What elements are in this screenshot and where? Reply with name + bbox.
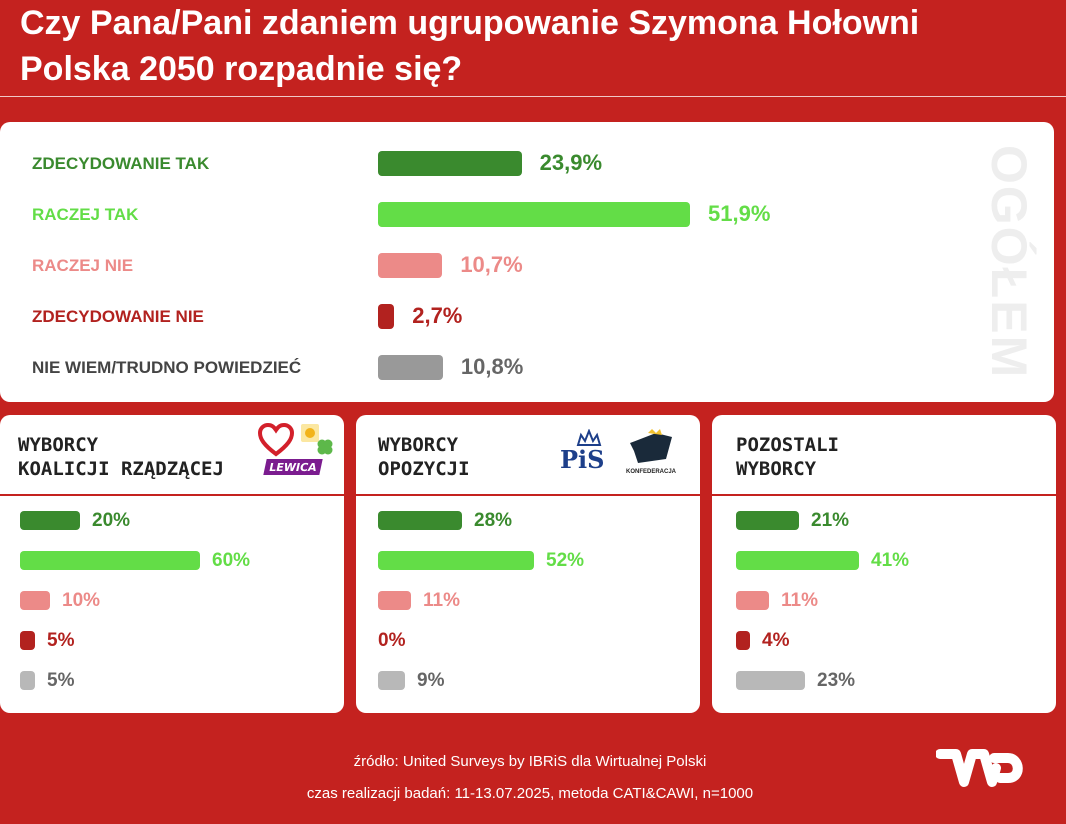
panel-others: POZOSTALI WYBORCY 21% 41% 11% 4% 23% [712,415,1056,713]
bar-nie-wiem [378,671,405,690]
panel-title: POZOSTALI WYBORCY [736,434,839,480]
konfederacja-logo: KONFEDERACJA [626,429,676,479]
panel-divider [712,494,1056,496]
bar-raczej-nie [20,591,50,610]
pis-logo: PiS [558,429,614,481]
bar-zdecydowanie-nie [736,631,750,650]
value-label-raczej-tak: 52% [546,550,585,571]
value-label-raczej-nie: 11% [423,590,460,611]
value-label-zdecydowanie-nie: 5% [47,630,75,651]
title-divider [0,96,1066,97]
category-label-nie-wiem: NIE WIEM/TRUDNO POWIEDZIEĆ [32,358,302,377]
value-label-zdecydowanie-tak: 21% [811,510,850,531]
value-label-zdecydowanie-nie: 4% [762,630,790,651]
bar-nie-wiem [378,355,443,380]
panel-coalition: WYBORCY KOALICJI RZĄDZĄCEJ LEWICA 20% 60%… [0,415,344,713]
value-label-zdecydowanie-tak: 28% [474,510,513,531]
value-label-nie-wiem: 9% [417,670,445,691]
bar-raczej-nie [736,591,769,610]
value-label-raczej-nie: 11% [781,590,818,611]
category-label-raczej-nie: RACZEJ NIE [32,256,134,275]
category-label-zdecydowanie-nie: ZDECYDOWANIE NIE [32,307,204,326]
value-label-raczej-nie: 10% [62,590,101,611]
value-label-raczej-tak: 51,9% [708,201,771,226]
overall-chart-card: OGÓŁEM ZDECYDOWANIE TAK 23,9% RACZEJ TAK 51… [0,122,1054,402]
bar-raczej-tak [736,551,859,570]
bar-nie-wiem [736,671,805,690]
value-label-zdecydowanie-tak: 23,9% [539,150,603,175]
panel-divider [356,494,700,496]
value-label-raczej-tak: 41% [871,550,910,571]
title-line-2: Polska 2050 rozpadnie się? [20,50,463,88]
clover-logo [315,437,335,462]
sun-logo [300,423,320,448]
overall-label: OGÓŁEM [981,144,1037,380]
page-title: Czy Pana/Pani zdaniem ugrupowanie Szymon… [20,0,1060,92]
value-label-raczej-nie: 10,7% [460,252,523,277]
bar-raczej-tak [378,551,534,570]
panel-divider [0,494,344,496]
bar-zdecydowanie-nie [20,631,35,650]
bar-zdecydowanie-tak [736,511,799,530]
wp-logo [935,748,1026,805]
heart-logo [257,422,295,462]
method-note: czas realizacji badań: 11-13.07.2025, me… [306,785,754,802]
value-label-zdecydowanie-nie: 0% [378,630,406,651]
value-label-nie-wiem: 10,8% [460,354,524,379]
bar-zdecydowanie-tak [20,511,80,530]
value-label-zdecydowanie-nie: 2,7% [412,303,463,328]
source-note: źródło: United Surveys by IBRiS dla Wirt… [353,753,707,770]
bar-zdecydowanie-tak [378,511,462,530]
bar-raczej-nie [378,253,443,278]
bar-raczej-tak [378,202,690,227]
panel-title: WYBORCY KOALICJI RZĄDZĄCEJ [18,434,224,480]
value-label-nie-wiem: 5% [47,670,75,691]
panel-opposition: WYBORCY OPOZYCJI PiS KONFEDERACJA 28% 52%… [356,415,700,713]
bar-zdecydowanie-tak [378,151,522,176]
category-label-zdecydowanie-tak: ZDECYDOWANIE TAK [32,154,210,173]
bar-nie-wiem [20,671,35,690]
bar-raczej-tak [20,551,200,570]
category-label-raczej-tak: RACZEJ TAK [32,205,139,224]
value-label-zdecydowanie-tak: 20% [92,510,131,531]
bar-raczej-nie [378,591,411,610]
lewica-logo: LEWICA [263,459,323,475]
value-label-nie-wiem: 23% [817,670,856,691]
panel-title: WYBORCY OPOZYCJI [378,434,470,480]
value-label-raczej-tak: 60% [212,550,251,571]
bar-zdecydowanie-nie [378,304,395,329]
title-line-1: Czy Pana/Pani zdaniem ugrupowanie Szymon… [20,4,920,42]
